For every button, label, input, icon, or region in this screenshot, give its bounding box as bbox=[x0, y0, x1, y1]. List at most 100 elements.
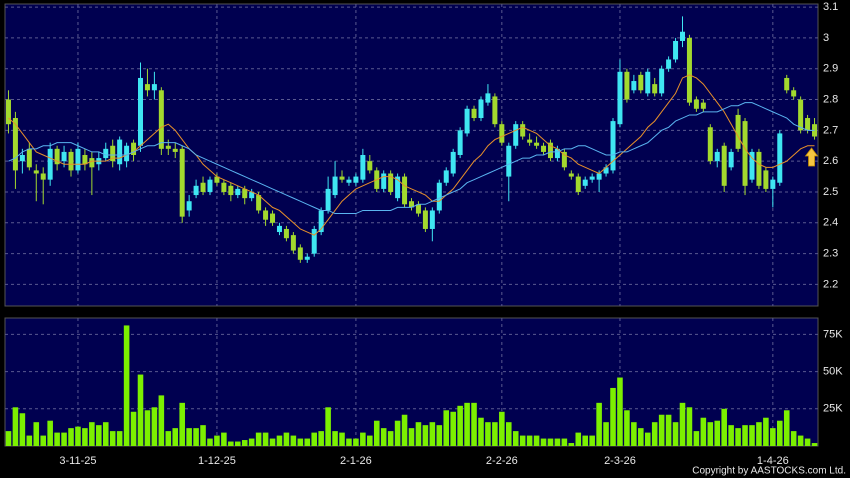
price-panel bbox=[4, 3, 819, 307]
volume-bar bbox=[603, 422, 609, 446]
volume-bar bbox=[464, 402, 470, 446]
moving-average-line bbox=[8, 102, 815, 215]
volume-bar bbox=[151, 407, 158, 446]
y-tick-label: 75K bbox=[823, 328, 843, 340]
volume-bar bbox=[638, 428, 644, 446]
volume-bar bbox=[547, 438, 554, 446]
candle-body bbox=[666, 59, 672, 69]
volume-bar bbox=[75, 426, 81, 446]
volume-bar bbox=[519, 435, 526, 446]
volume-bar bbox=[672, 422, 679, 446]
volume-bar bbox=[96, 425, 102, 446]
candle-body bbox=[582, 179, 588, 186]
candle-body bbox=[547, 142, 553, 159]
volume-bar bbox=[651, 422, 658, 446]
volume-bar bbox=[130, 411, 137, 446]
candle-body bbox=[742, 121, 748, 186]
candle-body bbox=[137, 77, 144, 146]
y-tick-label: 25K bbox=[823, 403, 843, 415]
volume-bar bbox=[179, 402, 185, 446]
candle-body bbox=[499, 124, 505, 143]
volume-bar bbox=[721, 408, 727, 446]
volume-bar bbox=[269, 438, 276, 446]
volume-bar bbox=[241, 440, 248, 446]
candle-body bbox=[61, 151, 67, 162]
candle-body bbox=[631, 81, 637, 91]
volume-bar bbox=[783, 410, 790, 446]
volume-bar bbox=[457, 405, 463, 446]
volume-bar bbox=[304, 438, 311, 446]
x-tick-label: 2-1-26 bbox=[340, 455, 372, 467]
volume-bar bbox=[5, 431, 12, 446]
volume-bar bbox=[554, 438, 561, 446]
candle-body bbox=[763, 170, 769, 189]
volume-bar bbox=[401, 414, 408, 446]
candle-body bbox=[568, 173, 574, 177]
candle-body bbox=[179, 148, 185, 217]
candle-body bbox=[527, 139, 533, 143]
volume-bar bbox=[12, 407, 19, 446]
volume-bar bbox=[276, 435, 283, 446]
x-tick-label: 1-4-26 bbox=[757, 455, 789, 467]
volume-bar bbox=[47, 420, 53, 446]
candle-body bbox=[311, 228, 317, 254]
candle-body bbox=[263, 210, 269, 220]
volume-bar bbox=[40, 435, 46, 446]
volume-bar bbox=[533, 435, 540, 446]
volume-bar bbox=[186, 428, 192, 446]
volume-bar bbox=[235, 441, 241, 446]
volume-bar bbox=[360, 432, 366, 446]
volume-bar bbox=[26, 435, 33, 446]
y-tick-label: 2.6 bbox=[823, 155, 838, 167]
volume-bar bbox=[742, 425, 748, 446]
candle-body bbox=[784, 77, 790, 91]
volume-bar bbox=[297, 438, 304, 446]
volume-bar bbox=[207, 438, 213, 446]
volume-bar bbox=[811, 443, 818, 446]
candle-body bbox=[325, 188, 331, 211]
candle-body bbox=[367, 161, 373, 171]
volume-bar bbox=[346, 438, 352, 446]
candle-body bbox=[144, 84, 150, 91]
volume-bar bbox=[478, 417, 484, 446]
candle-body bbox=[561, 151, 567, 168]
candle-body bbox=[304, 256, 310, 260]
candle-body bbox=[506, 145, 512, 177]
volume-bar bbox=[631, 422, 637, 446]
candle-body bbox=[297, 247, 303, 260]
volume-bar bbox=[255, 432, 262, 446]
volume-bar bbox=[450, 411, 456, 446]
latest-arrow bbox=[804, 147, 819, 167]
candle-body bbox=[193, 185, 199, 196]
candle-body bbox=[659, 68, 665, 94]
volume-bar bbox=[422, 425, 429, 446]
candle-body bbox=[47, 148, 53, 180]
candle-body bbox=[186, 201, 192, 211]
volume-bar bbox=[693, 431, 700, 446]
candle-body bbox=[12, 118, 18, 171]
y-tick-label: 2.3 bbox=[823, 248, 838, 260]
candle-body bbox=[165, 145, 171, 149]
volume-bar bbox=[686, 407, 693, 446]
x-tick-label: 2-3-26 bbox=[604, 455, 636, 467]
candle-body bbox=[290, 235, 296, 251]
candle-body bbox=[68, 151, 74, 171]
volume-bar bbox=[165, 431, 172, 446]
volume-bar bbox=[137, 374, 144, 446]
volume-bar bbox=[700, 417, 707, 446]
candle-body bbox=[395, 176, 401, 199]
volume-bar bbox=[68, 428, 74, 446]
candle-body bbox=[283, 228, 289, 239]
volume-bar bbox=[318, 431, 324, 446]
candle-body bbox=[242, 188, 248, 199]
candle-body bbox=[478, 99, 484, 119]
volume-bar bbox=[540, 438, 547, 446]
volume-bar bbox=[644, 432, 651, 446]
volume-bar bbox=[714, 420, 721, 446]
x-tick-label: 3-11-25 bbox=[59, 455, 96, 467]
candle-body bbox=[714, 151, 720, 162]
volume-bar bbox=[415, 422, 422, 446]
candle-body bbox=[89, 158, 95, 168]
volume-bar bbox=[387, 431, 394, 446]
